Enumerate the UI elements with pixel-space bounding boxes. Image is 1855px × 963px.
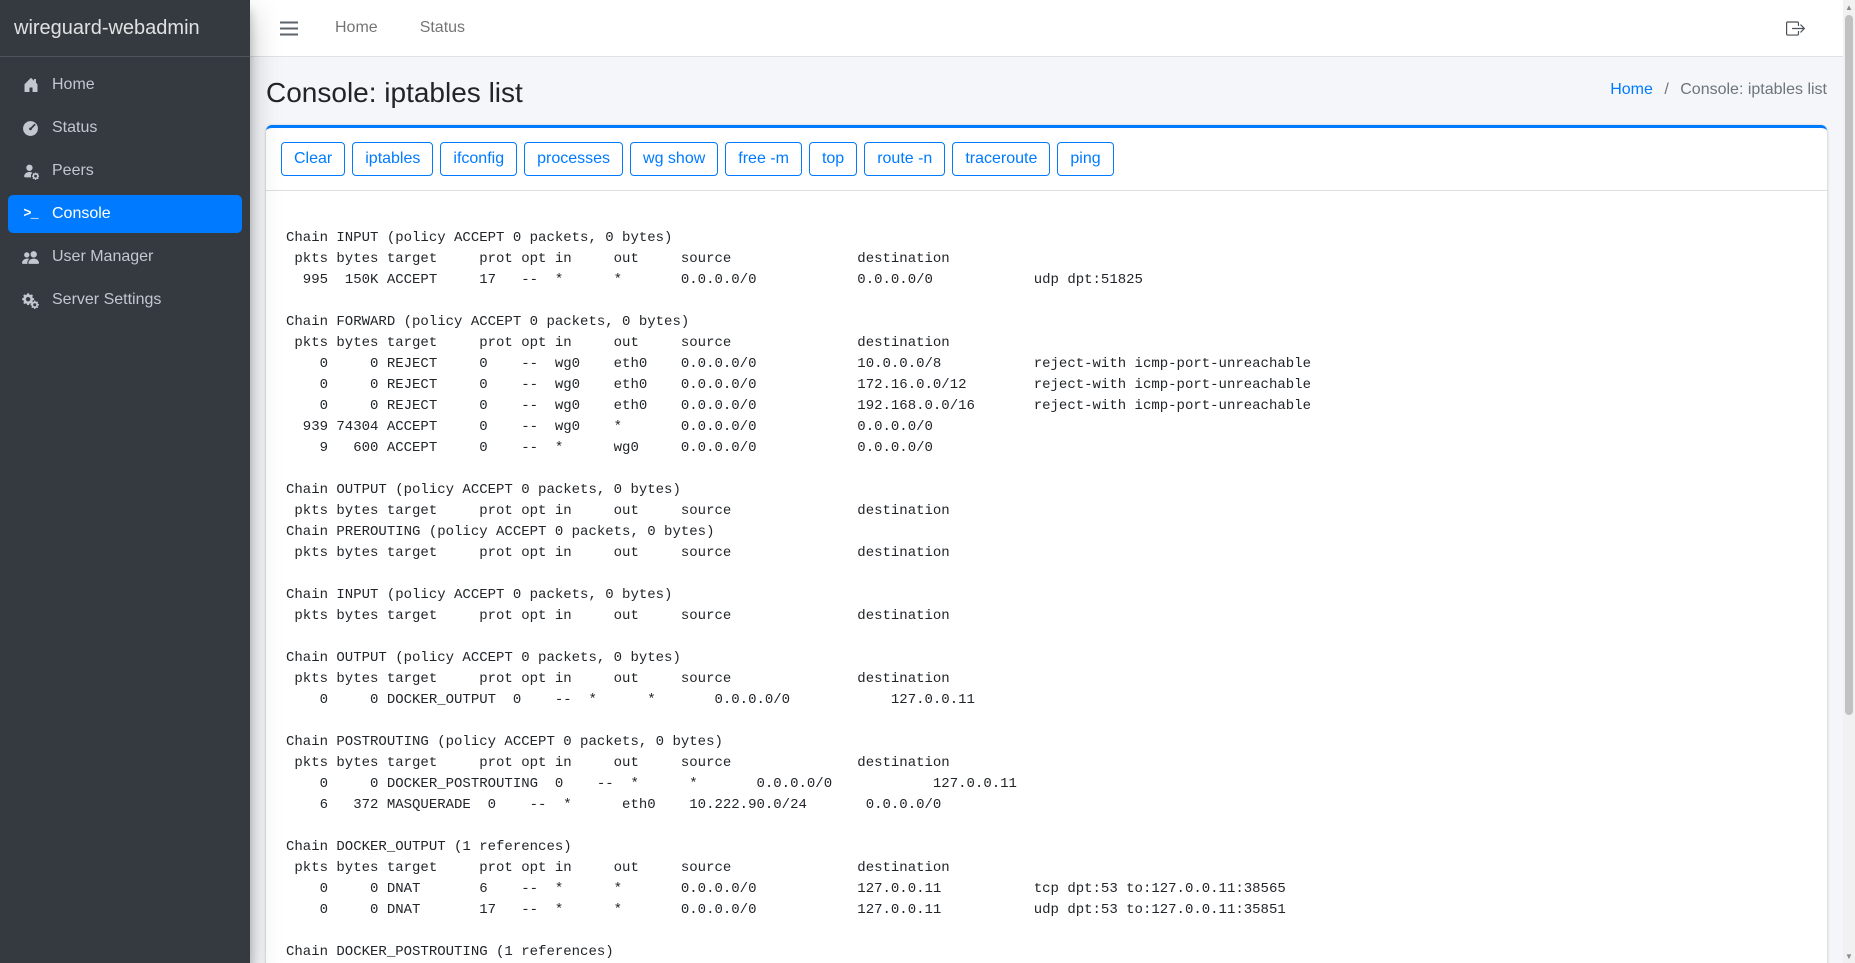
sidebar-item-user-manager[interactable]: User Manager (8, 238, 242, 276)
console-output: Chain INPUT (policy ACCEPT 0 packets, 0 … (286, 230, 1311, 961)
breadcrumb: Home / Console: iptables list (1610, 81, 1827, 99)
sidebar-nav: Home Status Peers >_ Console User Manage… (0, 57, 250, 333)
navbar-link-home[interactable]: Home (335, 19, 378, 36)
clear-button[interactable]: Clear (281, 142, 346, 177)
sidebar-toggle-icon[interactable] (280, 21, 298, 36)
scrollbar-down-arrow[interactable]: ▼ (1845, 951, 1853, 961)
console-toolbar: Clear iptables ifconfig processes wg sho… (266, 128, 1827, 192)
page-scrollbar[interactable]: ▲ ▼ (1843, 0, 1855, 963)
sidebar-item-label: Home (52, 76, 95, 93)
app-brand-label: wireguard-webadmin (14, 16, 200, 39)
iptables-button[interactable]: iptables (352, 142, 434, 177)
sidebar: wireguard-webadmin Home Status Peers >_ (0, 0, 250, 963)
sidebar-item-status[interactable]: Status (8, 109, 242, 147)
console-output-area: Chain INPUT (policy ACCEPT 0 packets, 0 … (266, 191, 1827, 963)
sidebar-item-peers[interactable]: Peers (8, 152, 242, 190)
home-icon (17, 77, 44, 93)
scrollbar-up-arrow[interactable]: ▲ (1845, 2, 1853, 12)
traceroute-button[interactable]: traceroute (952, 142, 1051, 177)
route-n-button[interactable]: route -n (864, 142, 946, 177)
content-header: Console: iptables list Home / Console: i… (250, 57, 1843, 121)
breadcrumb-current: Console: iptables list (1680, 81, 1827, 98)
scrollbar-thumb[interactable] (1845, 15, 1853, 715)
main-area: Home Status Console: iptables list Home … (250, 0, 1843, 963)
ping-button[interactable]: ping (1057, 142, 1114, 177)
gauge-icon (17, 120, 44, 137)
wg-show-button[interactable]: wg show (630, 142, 719, 177)
sidebar-item-label: Console (52, 205, 111, 222)
users-icon (17, 249, 44, 266)
navbar-link-status[interactable]: Status (419, 19, 466, 36)
processes-button[interactable]: processes (524, 142, 624, 177)
sidebar-item-label: Server Settings (52, 291, 162, 308)
page-title: Console: iptables list (266, 77, 523, 108)
sidebar-item-console[interactable]: >_ Console (8, 195, 242, 233)
logout-icon[interactable] (1786, 19, 1805, 38)
sidebar-item-label: Status (52, 119, 98, 136)
sidebar-item-label: User Manager (52, 248, 154, 265)
free-m-button[interactable]: free -m (725, 142, 802, 177)
breadcrumb-home-link[interactable]: Home (1610, 81, 1653, 98)
sidebar-item-label: Peers (52, 162, 94, 179)
users-gear-icon (17, 163, 44, 180)
sidebar-item-server-settings[interactable]: Server Settings (8, 281, 242, 319)
sidebar-item-home[interactable]: Home (8, 66, 242, 104)
top-navbar: Home Status (250, 0, 1843, 57)
ifconfig-button[interactable]: ifconfig (440, 142, 518, 177)
terminal-icon: >_ (23, 206, 38, 222)
console-card: Clear iptables ifconfig processes wg sho… (266, 125, 1827, 963)
app-brand[interactable]: wireguard-webadmin (0, 0, 250, 57)
top-button[interactable]: top (808, 142, 858, 177)
cogs-icon (17, 292, 44, 309)
breadcrumb-separator: / (1664, 81, 1669, 98)
